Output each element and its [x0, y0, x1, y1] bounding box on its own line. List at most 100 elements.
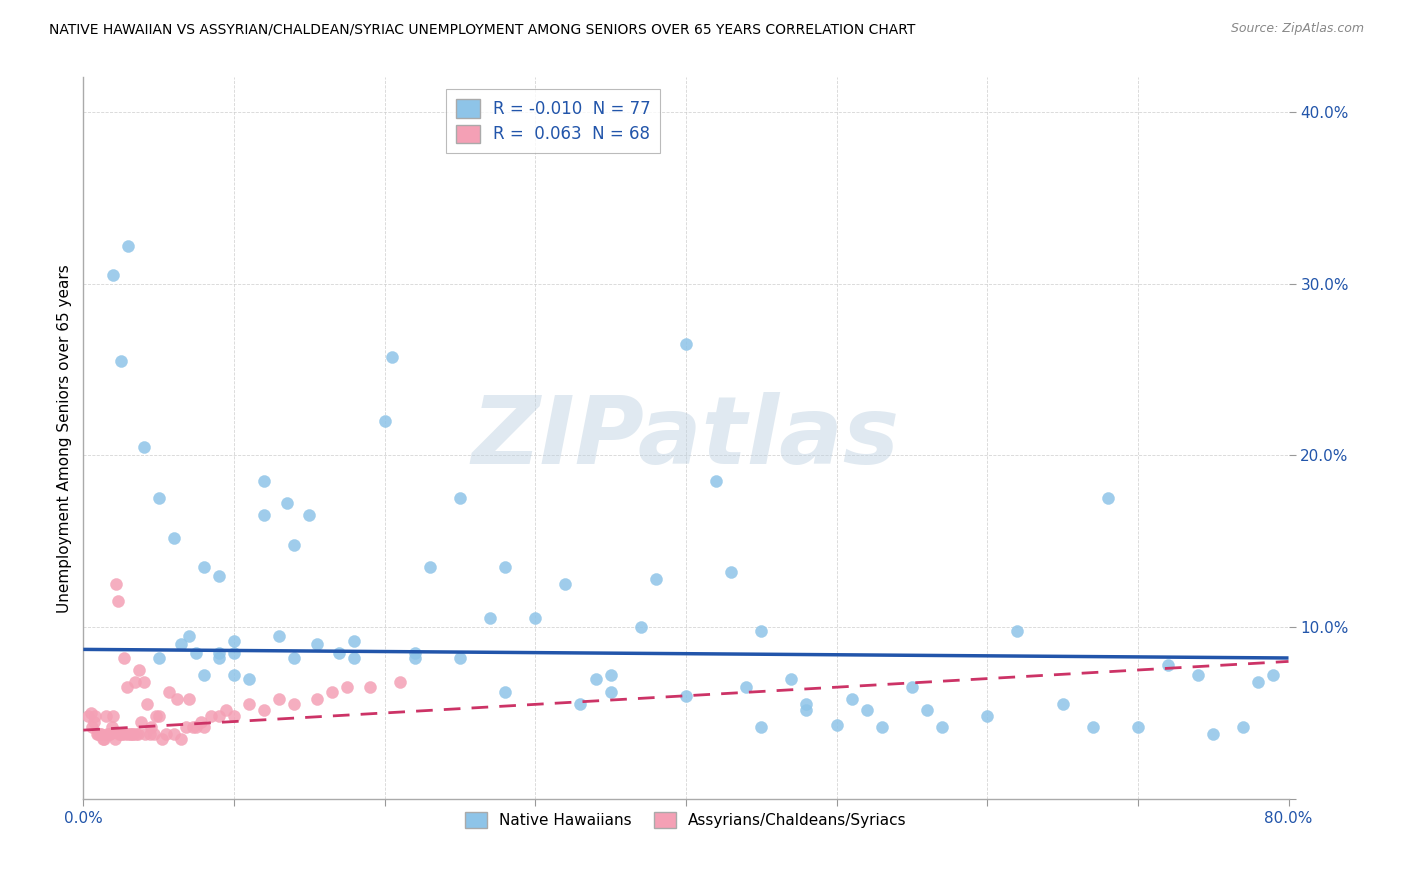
Point [97, 726, 120, 740]
Point [449, 651, 471, 665]
Point [145, 709, 167, 723]
Point [404, 651, 426, 665]
Point [419, 560, 441, 574]
Legend: Native Hawaiians, Assyrians/Chaldeans/Syriacs: Native Hawaiians, Assyrians/Chaldeans/Sy… [460, 805, 912, 835]
Point [675, 336, 697, 351]
Point [101, 720, 124, 734]
Point [343, 633, 366, 648]
Point [276, 496, 298, 510]
Point [1097, 491, 1119, 506]
Point [190, 714, 212, 729]
Point [449, 491, 471, 506]
Point [283, 698, 305, 712]
Point [170, 637, 193, 651]
Point [1263, 668, 1285, 682]
Point [404, 646, 426, 660]
Point [177, 692, 200, 706]
Point [112, 651, 135, 665]
Point [208, 651, 231, 665]
Point [1081, 720, 1104, 734]
Point [128, 663, 150, 677]
Point [675, 689, 697, 703]
Point [298, 508, 321, 523]
Point [186, 646, 208, 660]
Point [90, 726, 112, 740]
Point [115, 680, 138, 694]
Point [86, 726, 108, 740]
Text: Source: ZipAtlas.com: Source: ZipAtlas.com [1230, 22, 1364, 36]
Point [238, 672, 260, 686]
Point [125, 726, 148, 740]
Point [87, 726, 110, 740]
Point [118, 726, 141, 740]
Point [336, 680, 359, 694]
Point [135, 698, 157, 712]
Point [749, 624, 772, 638]
Point [720, 565, 742, 579]
Point [193, 668, 215, 682]
Point [174, 720, 197, 734]
Y-axis label: Unemployment Among Seniors over 65 years: Unemployment Among Seniors over 65 years [58, 264, 72, 613]
Point [89, 726, 111, 740]
Point [381, 351, 404, 365]
Point [163, 531, 186, 545]
Point [554, 577, 576, 591]
Point [127, 726, 149, 740]
Point [100, 726, 122, 740]
Point [976, 709, 998, 723]
Point [155, 726, 177, 740]
Point [193, 560, 215, 574]
Point [124, 675, 146, 690]
Point [110, 354, 132, 368]
Point [139, 720, 162, 734]
Point [117, 239, 139, 253]
Point [148, 709, 170, 723]
Point [796, 702, 818, 716]
Point [82, 720, 104, 734]
Point [107, 594, 129, 608]
Point [208, 568, 231, 582]
Point [796, 698, 818, 712]
Text: NATIVE HAWAIIAN VS ASSYRIAN/CHALDEAN/SYRIAC UNEMPLOYMENT AMONG SENIORS OVER 65 Y: NATIVE HAWAIIAN VS ASSYRIAN/CHALDEAN/SYR… [49, 22, 915, 37]
Point [599, 668, 621, 682]
Point [129, 714, 152, 729]
Point [494, 685, 516, 699]
Point [1232, 720, 1254, 734]
Point [253, 508, 276, 523]
Point [1052, 698, 1074, 712]
Point [94, 709, 117, 723]
Point [305, 637, 328, 651]
Point [215, 702, 238, 716]
Point [110, 726, 132, 740]
Point [585, 672, 607, 686]
Point [269, 629, 291, 643]
Point [200, 709, 222, 723]
Point [84, 709, 107, 723]
Point [117, 726, 139, 740]
Point [305, 692, 328, 706]
Point [138, 726, 160, 740]
Point [328, 646, 350, 660]
Point [134, 726, 156, 740]
Point [735, 680, 758, 694]
Point [222, 646, 245, 660]
Point [104, 731, 127, 746]
Point [359, 680, 381, 694]
Point [283, 538, 305, 552]
Point [181, 720, 204, 734]
Point [148, 651, 170, 665]
Point [870, 720, 893, 734]
Point [599, 685, 621, 699]
Point [114, 726, 136, 740]
Point [108, 726, 131, 740]
Point [630, 620, 652, 634]
Point [780, 672, 803, 686]
Point [208, 709, 231, 723]
Point [157, 685, 180, 699]
Point [1187, 668, 1209, 682]
Point [283, 651, 305, 665]
Point [825, 718, 848, 732]
Point [644, 572, 666, 586]
Point [170, 731, 193, 746]
Point [103, 268, 125, 282]
